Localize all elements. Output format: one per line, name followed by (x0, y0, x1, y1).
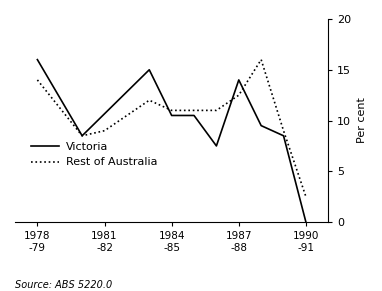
Line: Victoria: Victoria (37, 60, 306, 222)
Victoria (80, 134, 84, 138)
Victoria (236, 78, 241, 82)
Victoria (35, 58, 40, 61)
Line: Rest of Australia: Rest of Australia (37, 60, 306, 197)
Rest of Australia (304, 195, 308, 198)
Rest of Australia (80, 134, 84, 138)
Rest of Australia (236, 93, 241, 97)
Victoria (281, 134, 286, 138)
Victoria (192, 114, 196, 117)
Legend: Victoria, Rest of Australia: Victoria, Rest of Australia (27, 137, 162, 172)
Victoria (214, 144, 219, 148)
Rest of Australia (192, 109, 196, 112)
Text: Source: ABS 5220.0: Source: ABS 5220.0 (15, 280, 113, 290)
Rest of Australia (102, 129, 107, 132)
Rest of Australia (169, 109, 174, 112)
Rest of Australia (35, 78, 40, 82)
Victoria (259, 124, 264, 127)
Victoria (304, 220, 308, 224)
Y-axis label: Per cent: Per cent (357, 97, 367, 143)
Rest of Australia (214, 109, 219, 112)
Victoria (169, 114, 174, 117)
Rest of Australia (147, 98, 152, 102)
Rest of Australia (259, 58, 264, 61)
Victoria (147, 68, 152, 72)
Rest of Australia (281, 129, 286, 132)
